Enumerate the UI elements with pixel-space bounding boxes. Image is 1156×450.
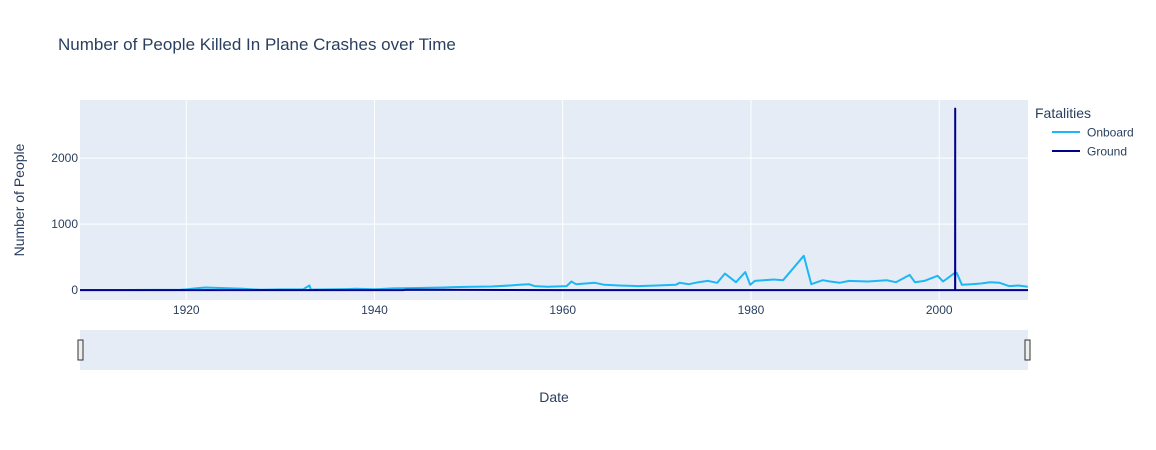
y-tick-label: 0 <box>71 283 78 297</box>
y-tick-label: 1000 <box>51 217 78 231</box>
legend-title: Fatalities <box>1035 105 1091 121</box>
plot-area <box>80 100 1028 300</box>
y-tick-label: 2000 <box>51 151 78 165</box>
y-axis-ticks: 0 1000 2000 <box>51 151 78 297</box>
series-group <box>80 107 1028 292</box>
range-slider-handle-left[interactable] <box>77 339 84 361</box>
chart-title: Number of People Killed In Plane Crashes… <box>58 35 456 54</box>
legend-label-ground: Ground <box>1087 145 1127 159</box>
legend: Fatalities Onboard Ground <box>1035 105 1134 159</box>
x-tick-label: 1940 <box>361 303 388 317</box>
series-line-ground <box>80 107 1028 292</box>
legend-label-onboard: Onboard <box>1087 126 1134 140</box>
legend-item-ground[interactable]: Ground <box>1052 145 1127 159</box>
x-tick-label: 2000 <box>926 303 953 317</box>
x-axis-title: Date <box>539 389 569 405</box>
x-axis-ticks: 1920 1940 1960 1980 2000 <box>173 303 953 317</box>
range-slider-handle-right[interactable] <box>1024 339 1031 361</box>
x-tick-label: 1960 <box>549 303 576 317</box>
x-tick-label: 1920 <box>173 303 200 317</box>
range-slider[interactable] <box>80 330 1028 370</box>
x-tick-label: 1980 <box>738 303 765 317</box>
legend-item-onboard[interactable]: Onboard <box>1052 126 1134 140</box>
y-axis-title: Number of People <box>11 143 27 256</box>
